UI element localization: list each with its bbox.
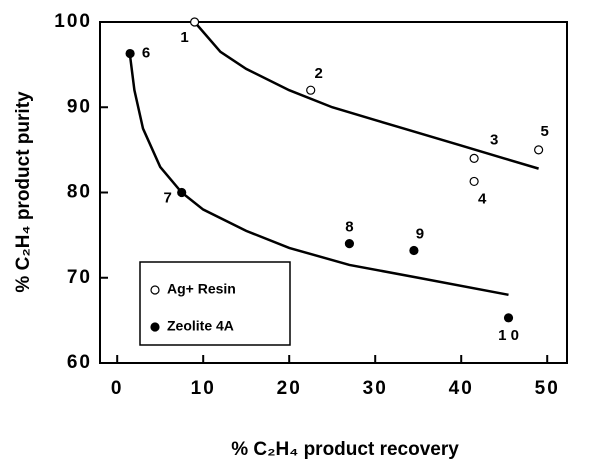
legend-box [139, 261, 291, 346]
point [125, 48, 135, 59]
y-tick-label: 60 [67, 352, 92, 373]
legend-marker [150, 285, 160, 295]
point-label: 2 [315, 65, 323, 82]
point [469, 176, 479, 187]
point-label: 7 [164, 189, 172, 206]
x-tick-label: 10 [191, 378, 216, 399]
x-tick-label: 20 [277, 378, 302, 399]
legend-label: Zeolite 4A [167, 318, 234, 334]
legend-label: Ag+ Resin [167, 281, 236, 297]
point [409, 245, 419, 256]
point-label: 4 [478, 190, 487, 207]
point-label: 8 [345, 219, 353, 236]
point [306, 85, 316, 95]
point-label: 3 [490, 131, 498, 148]
legend-marker [150, 322, 160, 332]
point-label: 9 [416, 225, 424, 242]
y-tick-label: 100 [54, 11, 92, 32]
point-label: 6 [142, 45, 150, 62]
y-tick-label: 80 [67, 182, 92, 203]
x-tick-label: 0 [111, 378, 124, 399]
point-label: 5 [540, 123, 548, 140]
fit-curve [193, 21, 539, 170]
point [344, 239, 355, 249]
point-label: 1 [180, 29, 188, 46]
x-axis-title: % C₂H₄ product recovery [231, 439, 459, 460]
point [503, 313, 514, 323]
point [534, 145, 544, 155]
x-tick-label: 40 [449, 378, 474, 399]
y-tick-label: 90 [67, 96, 92, 117]
x-tick-label: 30 [363, 378, 388, 399]
y-tick-label: 70 [67, 267, 92, 288]
x-tick-label: 50 [535, 378, 560, 399]
point [190, 17, 200, 27]
fit-curve [128, 55, 509, 297]
point-label: 1 0 [498, 327, 519, 344]
y-axis-title: % C₂H₄ product purity [13, 91, 34, 293]
point [177, 187, 187, 198]
point [469, 153, 479, 163]
